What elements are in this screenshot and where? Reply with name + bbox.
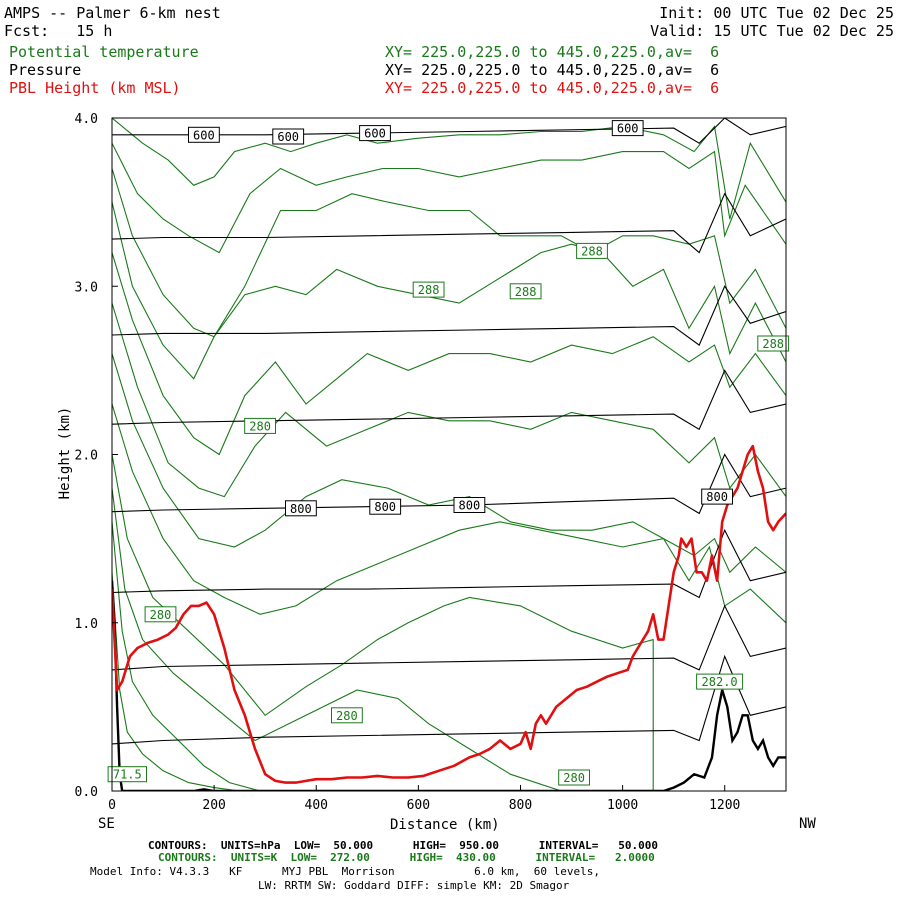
- model-title: AMPS -- Palmer 6-km nest: [4, 4, 221, 22]
- footer-model-info: Model Info: V4.3.3 KF MYJ PBL Morrison 6…: [90, 865, 600, 878]
- y-tick-label: 4.0: [75, 112, 98, 127]
- theta-isoline-3: [112, 454, 654, 791]
- plot-frame: [111, 117, 787, 792]
- theta-isoline-11: [112, 118, 786, 220]
- x-tick-label: 1000: [607, 798, 638, 813]
- isobar-750: [112, 369, 786, 431]
- svg-text:600: 600: [617, 122, 639, 136]
- theta-label: 280: [244, 417, 276, 434]
- x-tick-label: 400: [305, 798, 328, 813]
- theta-label: 280: [144, 606, 177, 623]
- footer-pressure-contours: CONTOURS: UNITS=hPa LOW= 50.000 HIGH= 95…: [148, 839, 658, 852]
- isobar-700: [112, 285, 786, 346]
- x-tick-label: 200: [202, 798, 225, 813]
- isobar-label: 800: [369, 498, 402, 515]
- theta-label: 282.0: [696, 673, 744, 690]
- svg-text:71.5: 71.5: [113, 768, 142, 782]
- theta-isoline-0: [112, 572, 240, 791]
- svg-text:280: 280: [249, 419, 271, 433]
- pbl-height-line: [112, 444, 786, 784]
- valid-time: Valid: 15 UTC Tue 02 Dec 25: [650, 22, 894, 40]
- svg-text:288: 288: [762, 337, 784, 351]
- svg-text:600: 600: [277, 130, 299, 144]
- field-pbl-name: PBL Height (km MSL): [9, 79, 181, 97]
- y-tick-label: 3.0: [75, 280, 98, 295]
- forecast-hour: Fcst: 15 h: [4, 22, 113, 40]
- theta-label: 288: [509, 283, 542, 300]
- y-tick-label: 0.0: [75, 785, 98, 800]
- isobar-label: 600: [611, 120, 644, 137]
- x-end-left: SE: [98, 816, 115, 832]
- svg-text:800: 800: [706, 490, 728, 504]
- theta-isoline-5: [112, 353, 786, 574]
- svg-text:280: 280: [563, 771, 585, 785]
- theta-isoline-9: [112, 168, 786, 338]
- x-tick-label: 600: [407, 798, 430, 813]
- footer-theta-contours: CONTOURS: UNITS=K LOW= 272.00 HIGH= 430.…: [158, 851, 655, 864]
- field-pressure-name: Pressure: [9, 61, 82, 79]
- theta-isoline-10: [112, 142, 786, 254]
- y-tick-label: 1.0: [75, 617, 98, 632]
- y-tick-label: 2.0: [75, 449, 98, 464]
- x-tick-label: 1200: [709, 798, 740, 813]
- theta-isoline-2: [112, 488, 562, 791]
- theta-label: 71.5: [107, 766, 147, 783]
- theta-isoline-4: [112, 403, 786, 624]
- y-axis-label: Height (km): [57, 406, 73, 500]
- svg-text:800: 800: [290, 502, 312, 516]
- field-pbl-xy: XY= 225.0,225.0 to 445.0,225.0,av= 6: [385, 79, 720, 97]
- svg-text:288: 288: [418, 283, 440, 297]
- isobar-label: 800: [701, 488, 734, 505]
- x-tick-label: 0: [108, 798, 116, 813]
- theta-label: 280: [331, 707, 363, 724]
- isobar-600: [112, 118, 786, 144]
- x-tick-label: 800: [509, 798, 532, 813]
- theta-label: 288: [576, 242, 608, 259]
- theta-isoline-7: [112, 252, 786, 456]
- isobar-label: 600: [188, 126, 220, 143]
- isobar-900: [112, 604, 786, 671]
- svg-text:282.0: 282.0: [702, 675, 738, 689]
- svg-text:288: 288: [515, 285, 537, 299]
- svg-text:800: 800: [374, 500, 396, 514]
- init-time: Init: 00 UTC Tue 02 Dec 25: [659, 4, 894, 22]
- svg-text:600: 600: [193, 128, 215, 142]
- isobar-800: [112, 453, 786, 515]
- svg-text:280: 280: [150, 608, 172, 622]
- theta-label: 280: [558, 769, 591, 786]
- footer-physics: LW: RRTM SW: Goddard DIFF: simple KM: 2D…: [258, 879, 570, 892]
- theta-isoline-1: [112, 521, 261, 791]
- theta-label: 288: [757, 335, 790, 352]
- terrain-line: [112, 580, 786, 791]
- svg-text:280: 280: [336, 709, 358, 723]
- theta-label: 288: [412, 281, 445, 298]
- x-end-right: NW: [799, 816, 816, 832]
- isobar-950: [112, 654, 786, 745]
- isobar-label: 600: [272, 128, 305, 145]
- field-theta-xy: XY= 225.0,225.0 to 445.0,225.0,av= 6: [385, 43, 720, 61]
- svg-text:600: 600: [364, 127, 386, 141]
- field-theta-name: Potential temperature: [9, 43, 199, 61]
- x-axis-label: Distance (km): [390, 817, 500, 833]
- isobar-850: [112, 528, 786, 599]
- theta-isoline-8: [112, 201, 786, 380]
- isobar-label: 600: [359, 125, 391, 142]
- field-pressure-xy: XY= 225.0,225.0 to 445.0,225.0,av= 6: [385, 61, 720, 79]
- isobar-label: 800: [453, 497, 486, 513]
- isobar-label: 800: [285, 500, 317, 517]
- svg-text:288: 288: [581, 244, 603, 258]
- theta-isoline-6: [112, 302, 786, 498]
- svg-text:800: 800: [459, 499, 481, 513]
- isobar-650: [112, 192, 786, 254]
